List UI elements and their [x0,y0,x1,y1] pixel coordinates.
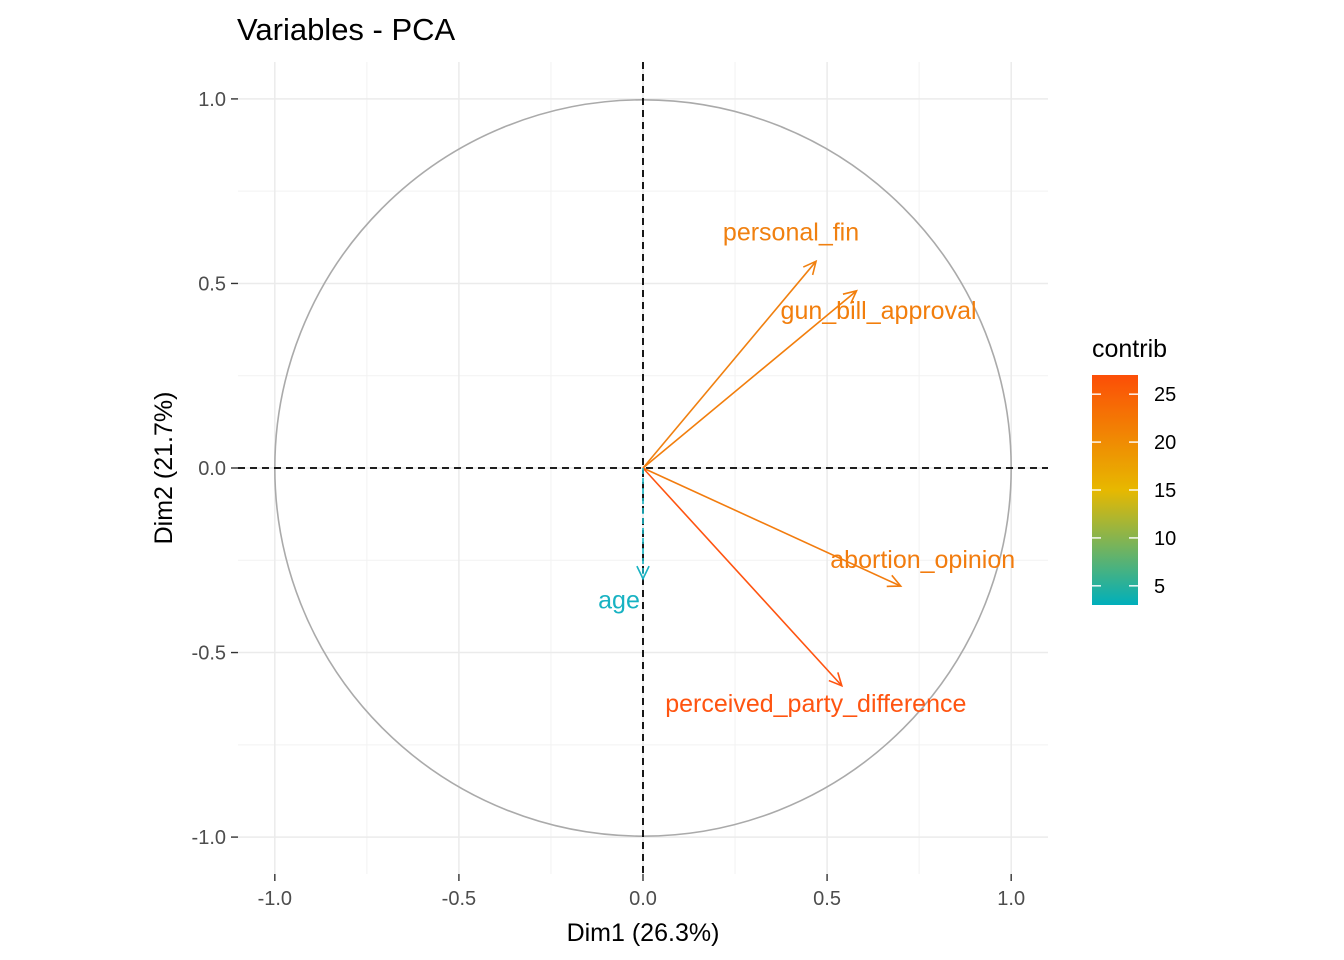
y-axis-ticks: -1.0 -0.5 0.0 0.5 1.0 [192,89,238,849]
arrow-perceived-party-difference [642,467,843,687]
legend-tick-label: 25 [1154,384,1176,406]
arrowhead-age [636,565,650,581]
x-axis-ticks: -1.0 -0.5 0.0 0.5 1.0 [258,874,1025,910]
label-age: age [598,587,640,615]
y-axis-label: Dim2 (21.7%) [150,392,178,545]
y-tick-label: 1.0 [198,89,226,111]
label-personal-fin: personal_fin [723,218,859,246]
arrowhead-perceived-party-difference [828,672,844,688]
x-tick-label: 0.0 [629,888,657,910]
x-tick-label: 0.5 [813,888,841,910]
variable-arrows [636,259,903,688]
x-tick-label: -1.0 [258,888,292,910]
label-perceived-party-difference: perceived_party_difference [665,690,966,718]
arrowhead-gun-bill-approval [842,289,858,304]
variable-labels: personal_fin gun_bill_approval abortion_op… [598,218,1015,717]
x-tick-label: -0.5 [442,888,476,910]
arrowhead-abortion-opinion [886,574,903,588]
legend-title: contrib [1092,335,1167,363]
x-tick-label: 1.0 [997,888,1025,910]
label-abortion-opinion: abortion_opinion [830,546,1015,574]
label-gun-bill-approval: gun_bill_approval [781,297,977,325]
legend-tick-label: 5 [1154,576,1165,598]
y-tick-label: -1.0 [192,827,226,849]
y-tick-label: 0.5 [198,273,226,295]
arrow-personal-fin [642,260,817,469]
y-tick-label: -0.5 [192,643,226,665]
legend-tick-label: 10 [1154,528,1176,550]
y-tick-label: 0.0 [198,458,226,480]
legend: contrib 5 10 15 20 25 [1092,335,1176,605]
arrow-abortion-opinion [642,467,902,587]
arrowhead-personal-fin [802,259,818,276]
chart-title: Variables - PCA [237,12,456,47]
legend-ticks: 5 10 15 20 25 [1092,384,1176,598]
legend-tick-label: 20 [1154,432,1176,454]
x-axis-label: Dim1 (26.3%) [567,919,720,947]
legend-tick-label: 15 [1154,480,1176,502]
arrow-gun-bill-approval [642,290,858,469]
